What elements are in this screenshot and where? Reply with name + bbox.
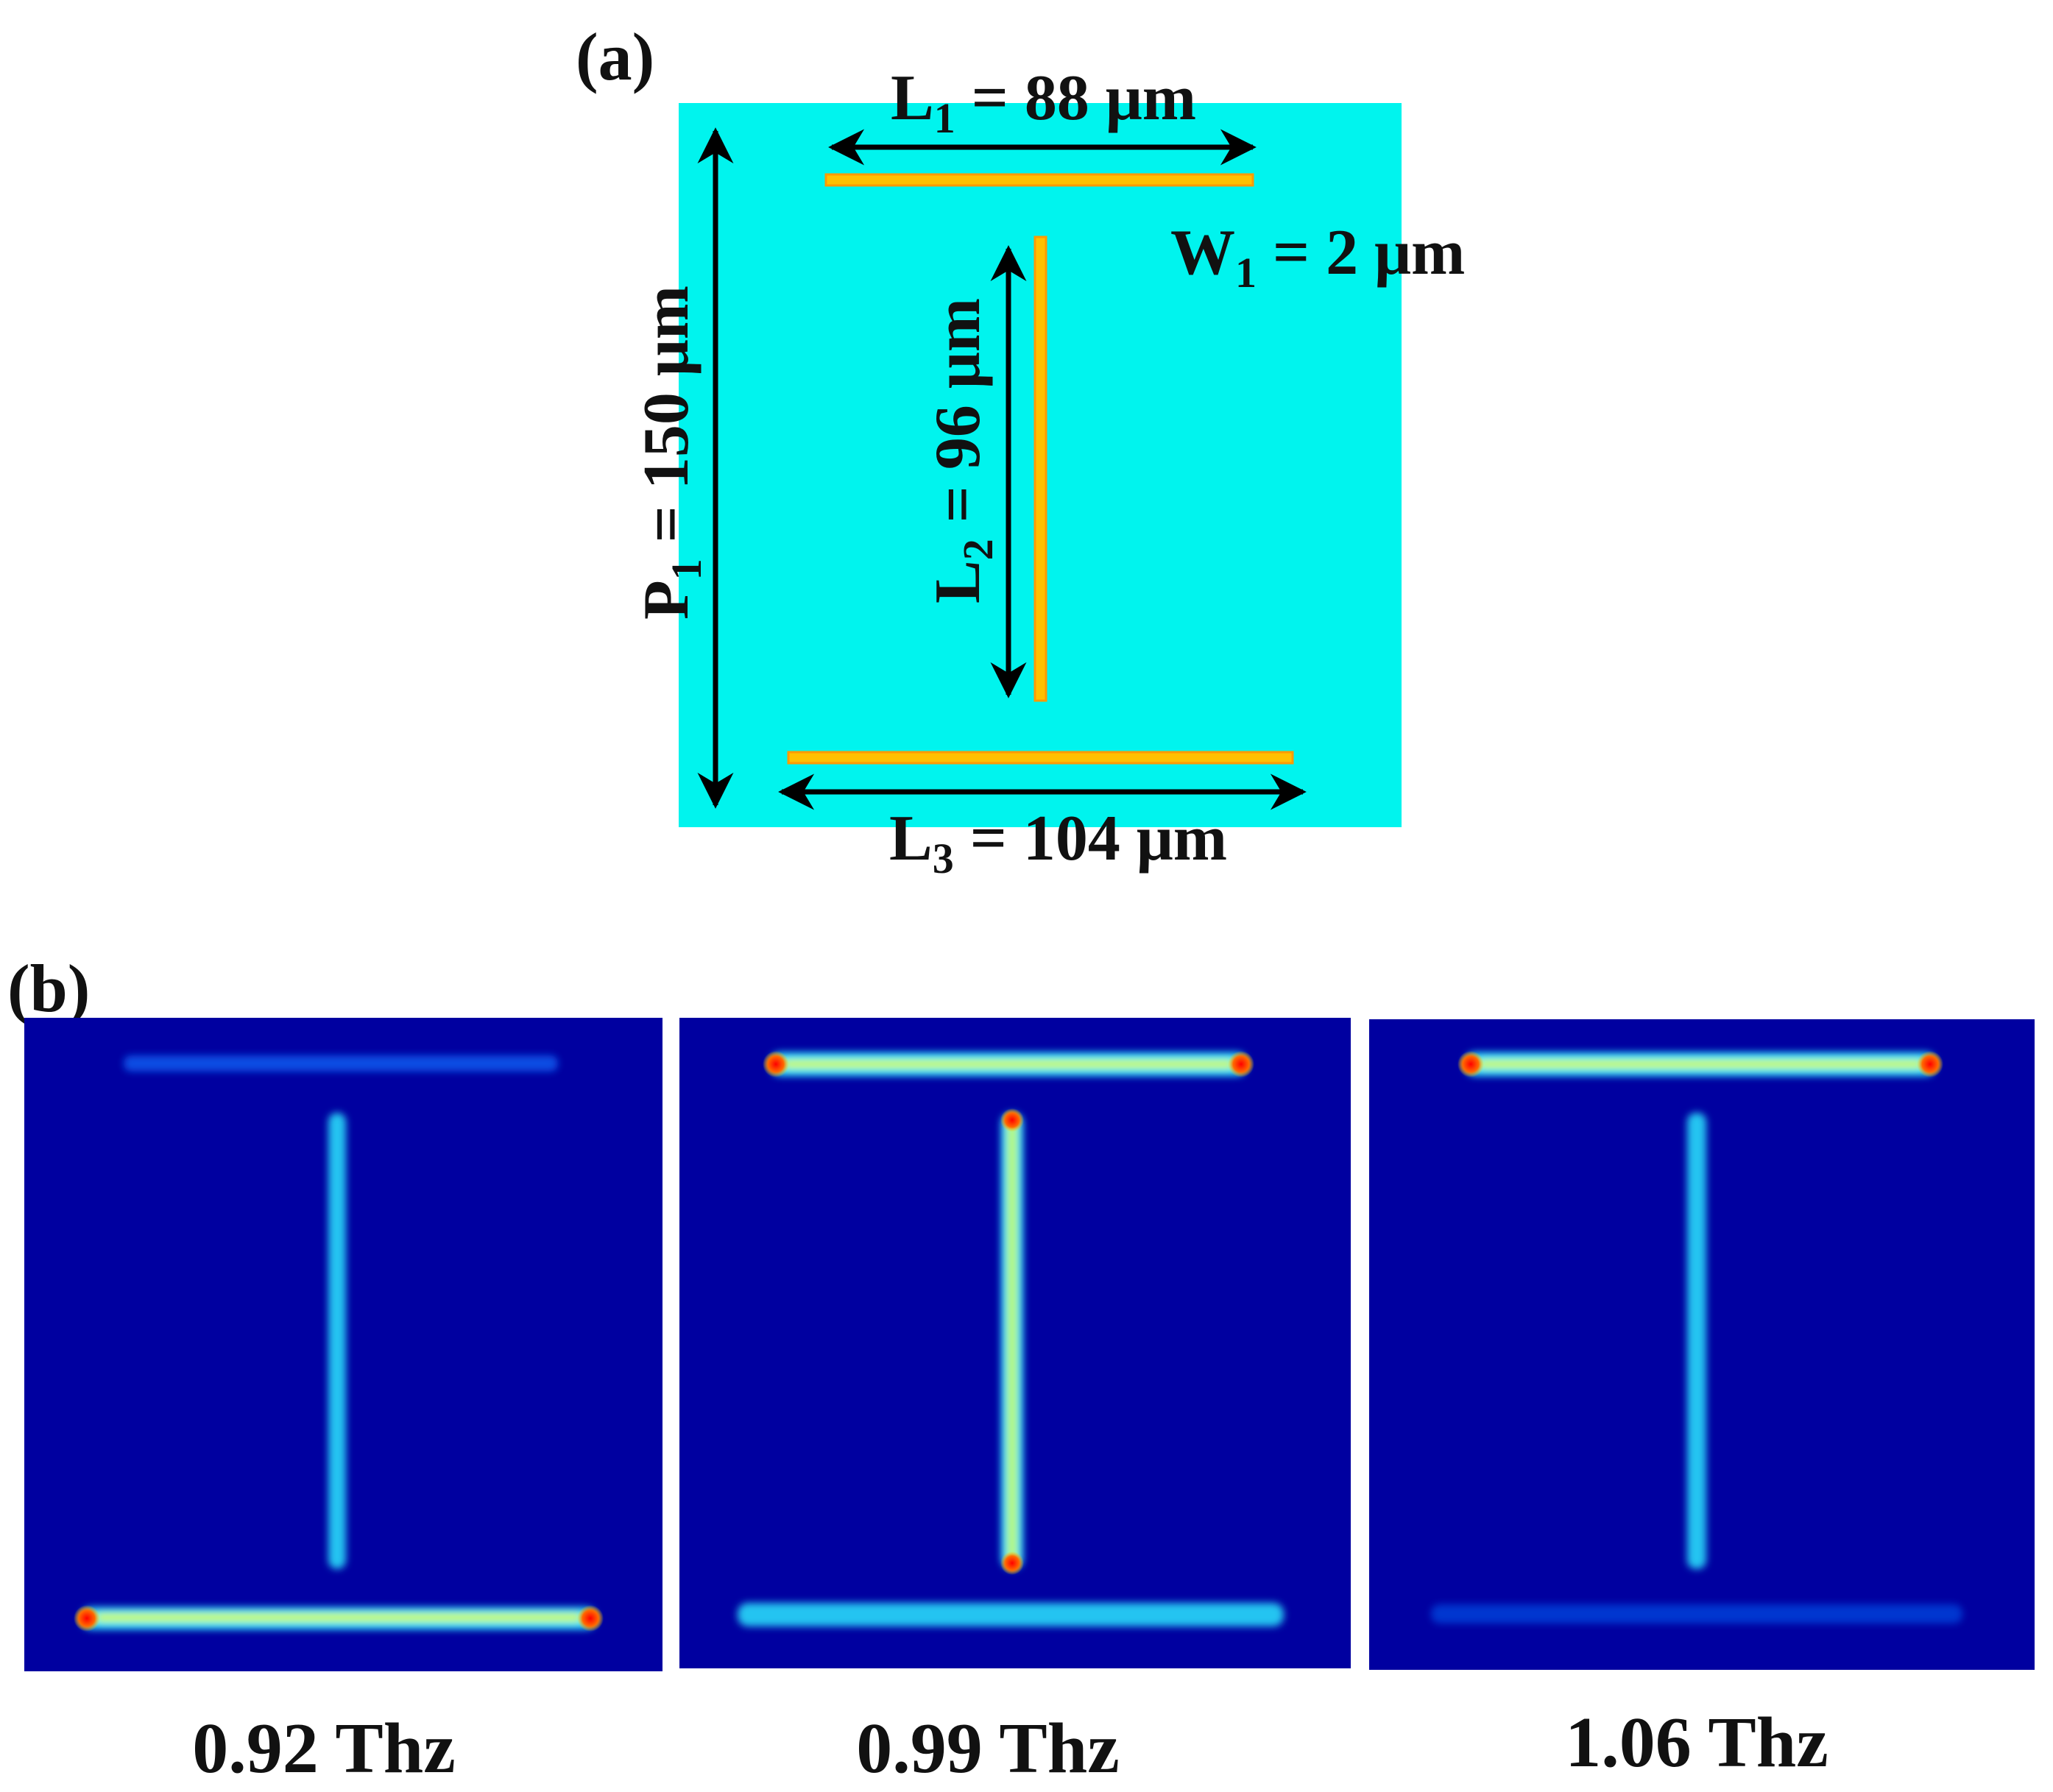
field-bottom-bar [738,1603,1284,1626]
resonator-bottom-bar [787,751,1294,765]
w1-subscript: 1 [1235,249,1257,297]
field-hotspot [763,1051,789,1077]
resonator-top-bar [824,173,1254,187]
w1-label: W1 = 2 μm [1170,217,1465,297]
field-map-0.92thz [24,1018,662,1671]
field-hotspot [1457,1051,1484,1077]
p1-subscript: 1 [662,559,710,580]
field-bottom-bar [1431,1604,1962,1623]
field-hotspot [1000,1551,1024,1575]
field-stem [328,1113,346,1569]
field-hotspot [577,1605,604,1632]
field-map-resonators [738,1052,1284,1626]
field-map-resonators [81,1055,596,1629]
l1-subscript: 1 [934,94,955,142]
field-hotspot [74,1605,100,1632]
field-hotspot [1917,1051,1943,1077]
field-map-0.99thz [679,1018,1351,1668]
frequency-label: 1.06 Thz [1565,1703,1828,1782]
field-top-bar-core [783,1060,1234,1069]
l3-value: = 104 μm [954,803,1227,874]
l3-label: L3 = 104 μm [889,803,1227,882]
w1-var: W [1170,217,1235,288]
panel-a: (a) L1 = 88 μm W1 = 2 μm L3 = 104 μm L2 … [576,19,1465,882]
field-map-1.06thz [1369,1019,2035,1670]
field-stem-core [1007,1119,1017,1563]
l2-subscript: 2 [954,539,1002,560]
field-bottom-bar-core [96,1613,582,1622]
l1-var: L [891,63,934,134]
l1-label: L1 = 88 μm [891,63,1196,142]
panel-b: (b) [7,951,2035,1788]
field-map-resonators [1431,1052,1962,1623]
l2-var: L [922,560,994,603]
l2-label: L2 = 96 μm [922,298,1002,603]
l1-value: = 88 μm [955,63,1196,134]
l3-subscript: 3 [933,835,954,882]
l3-var: L [889,803,933,874]
resonator-middle-bar [1033,235,1047,702]
frequency-label: 0.92 Thz [192,1709,456,1788]
field-top-bar [124,1055,558,1072]
p1-var: P [631,580,702,620]
w1-value: = 2 μm [1257,217,1465,288]
p1-label: P1 = 150 μm [631,286,710,620]
field-stem [1687,1113,1706,1569]
field-hotspot [1228,1051,1254,1077]
field-top-bar-core [1478,1060,1923,1069]
field-hotspot [1000,1108,1024,1132]
panel-b-label: (b) [7,951,90,1026]
frequency-label: 0.99 Thz [856,1709,1120,1788]
panel-a-label: (a) [576,19,654,94]
p1-value: = 150 μm [631,286,702,559]
l2-value: = 96 μm [922,298,994,539]
